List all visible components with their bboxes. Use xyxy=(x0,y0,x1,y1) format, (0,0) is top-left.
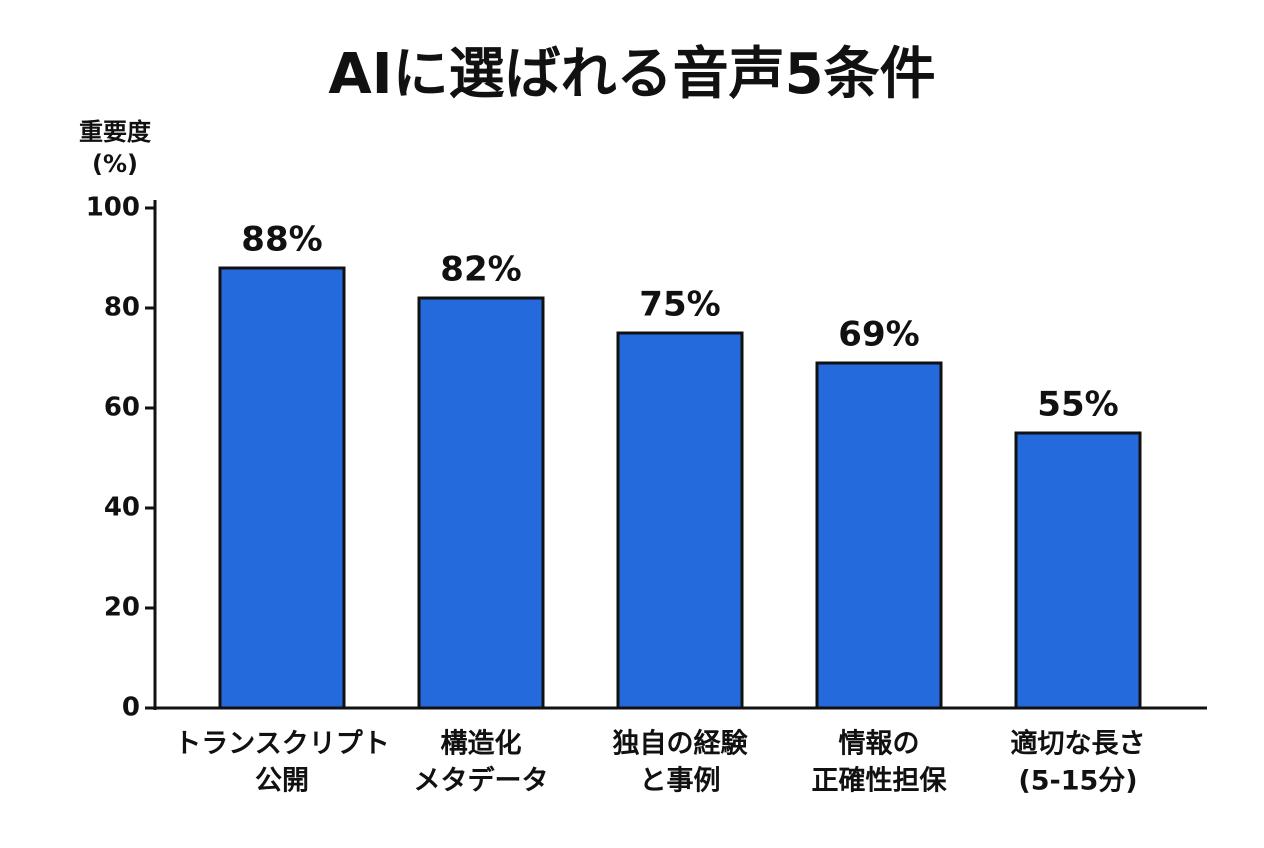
bar xyxy=(218,266,346,710)
bar xyxy=(616,331,744,710)
y-axis-label: 重要度 xyxy=(79,118,152,146)
x-tick-label: (5-15分) xyxy=(1018,766,1137,797)
value-label: 88% xyxy=(241,220,322,260)
y-tick-label: 100 xyxy=(86,193,140,223)
y-tick-label: 20 xyxy=(104,593,140,623)
bar xyxy=(1014,431,1142,710)
y-tick-label: 0 xyxy=(122,693,140,723)
y-axis-label: (%) xyxy=(92,150,138,178)
value-label: 75% xyxy=(639,285,720,325)
value-label: 55% xyxy=(1037,385,1118,425)
x-tick-label: トランスクリプト xyxy=(174,729,389,760)
x-tick-label: 公開 xyxy=(255,766,309,797)
x-tick-label: 構造化 xyxy=(441,729,522,760)
bar xyxy=(815,361,943,710)
x-tick-label: と事例 xyxy=(640,766,721,797)
x-tick-label: 情報の xyxy=(839,729,920,760)
x-tick-label: メタデータ xyxy=(414,765,549,797)
value-label: 69% xyxy=(838,315,919,355)
x-tick-label: 適切な長さ xyxy=(1011,728,1146,760)
y-tick-label: 40 xyxy=(104,493,140,523)
value-label: 82% xyxy=(440,250,521,290)
y-tick-label: 60 xyxy=(104,393,140,423)
x-tick-label: 正確性担保 xyxy=(812,765,948,797)
x-tick-label: 独自の経験 xyxy=(613,728,749,760)
y-tick-label: 80 xyxy=(104,293,140,323)
chart-title: AIに選ばれる音声5条件 xyxy=(328,42,935,107)
bar xyxy=(417,296,545,710)
